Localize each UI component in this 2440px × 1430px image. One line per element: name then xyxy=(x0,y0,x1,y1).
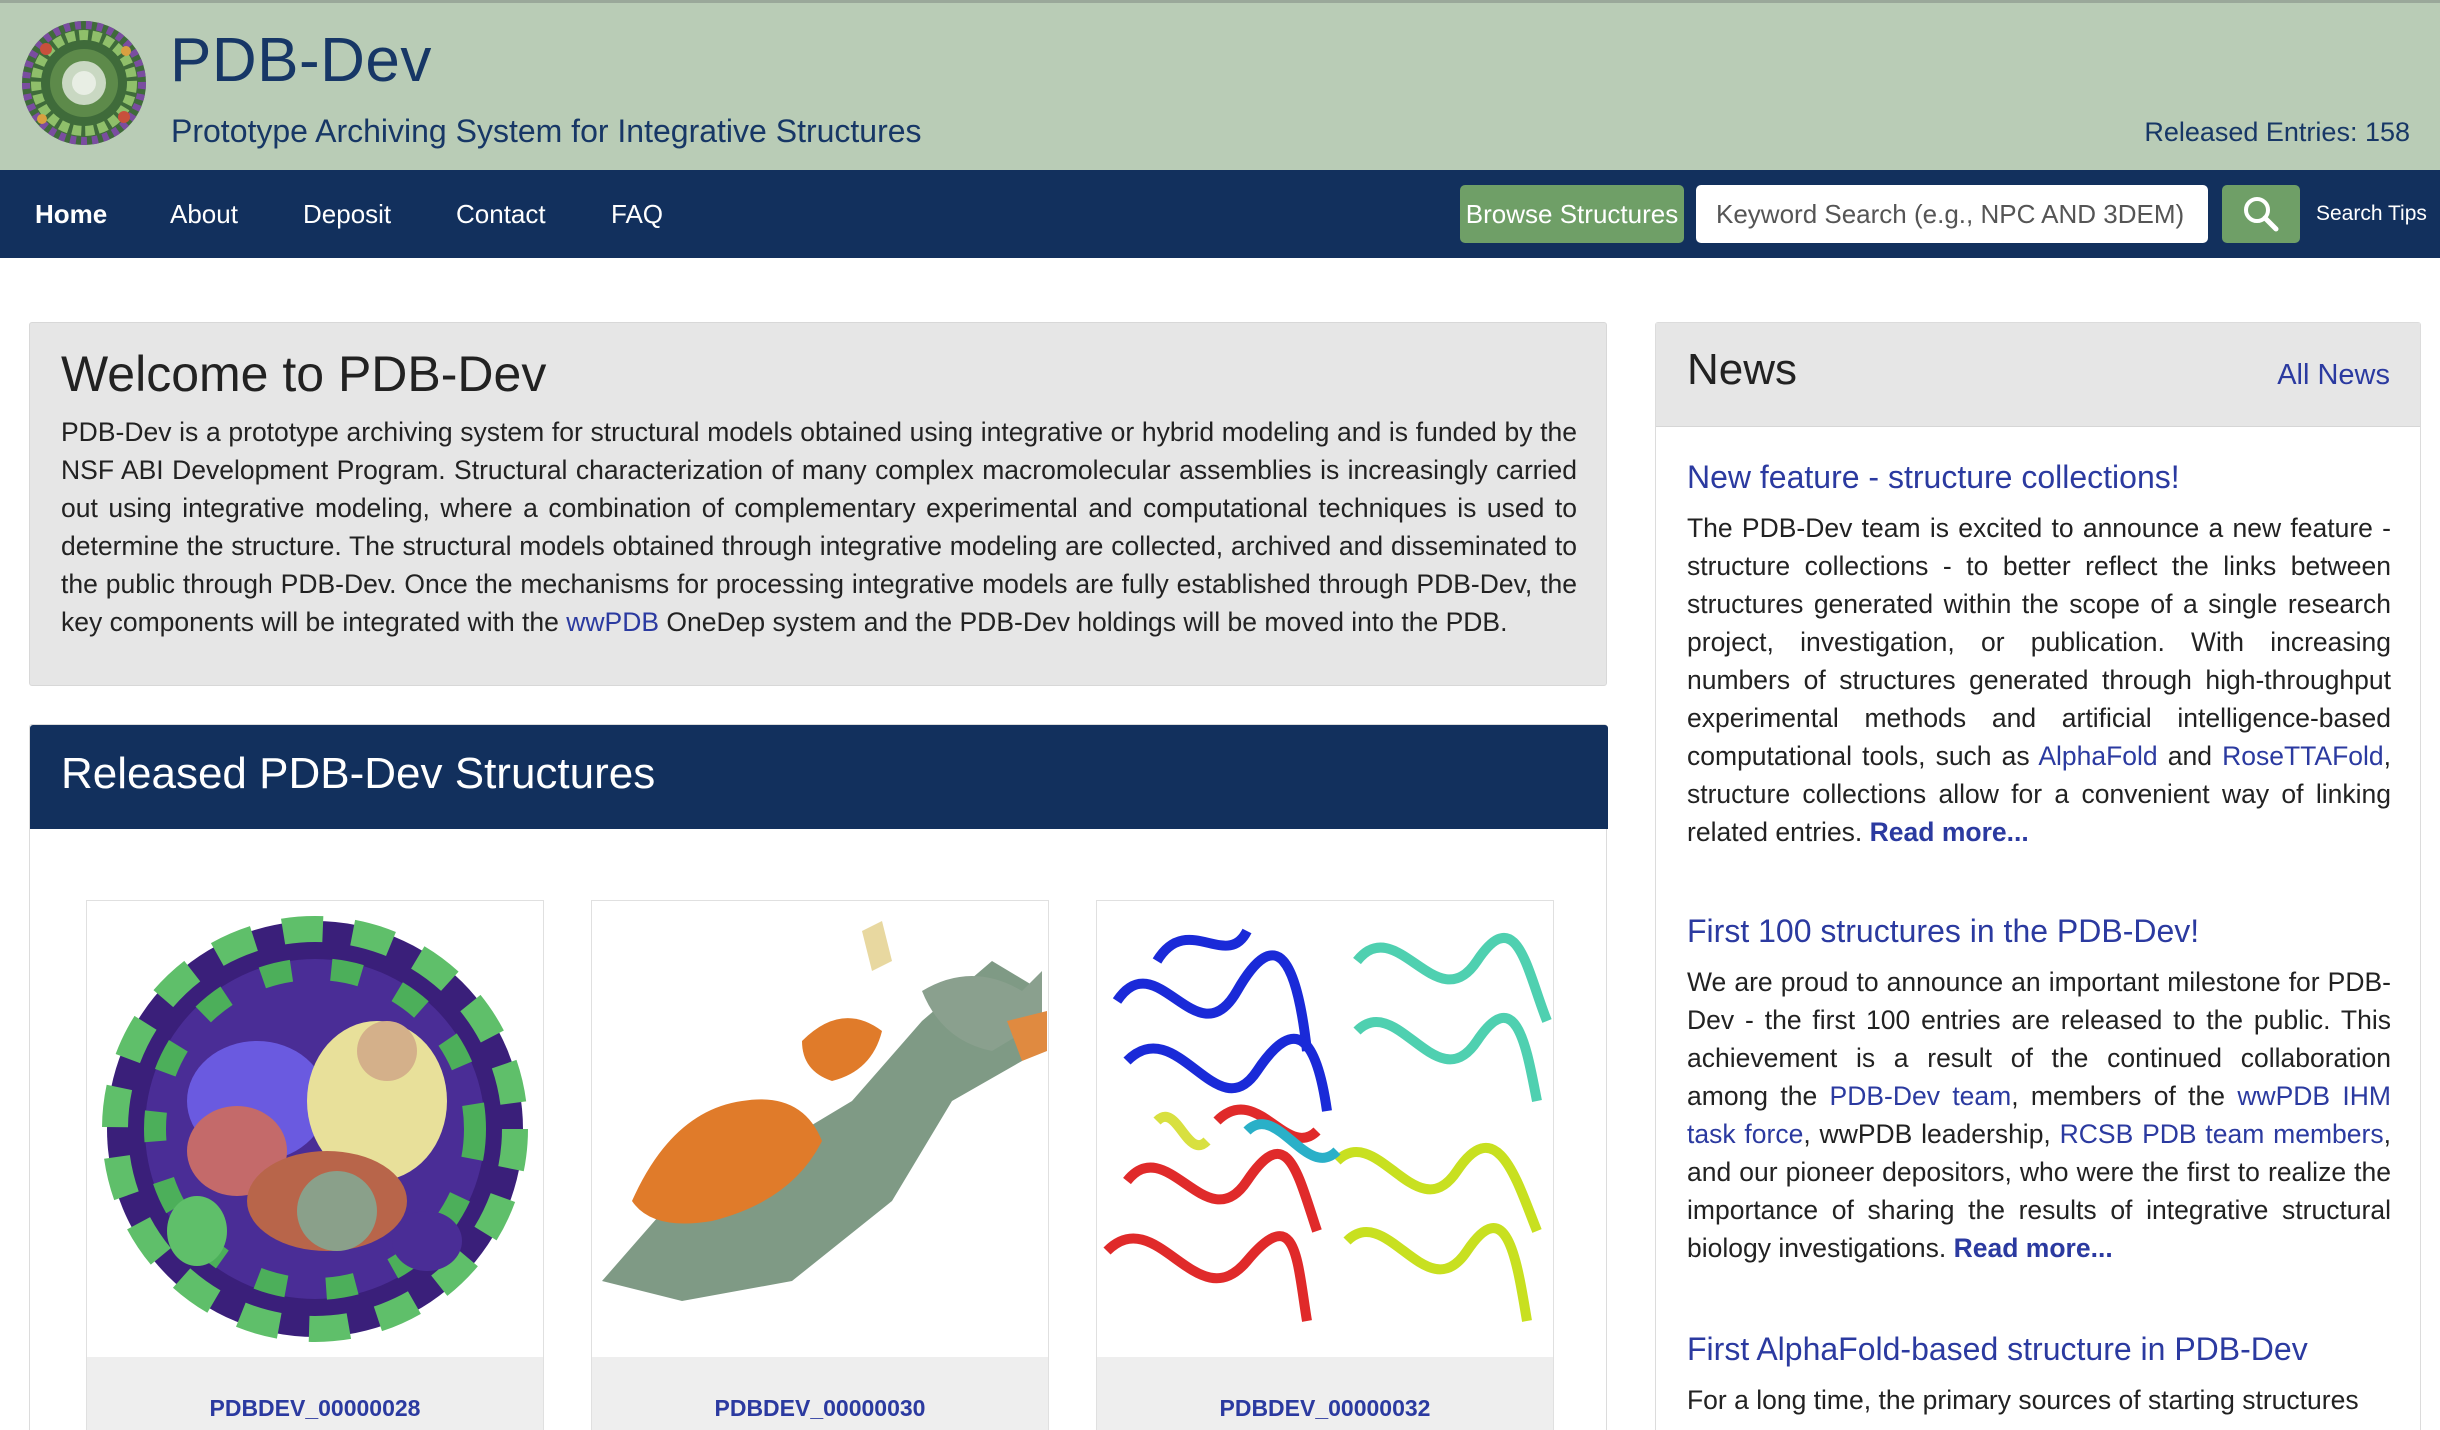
magnifier-icon xyxy=(2244,197,2279,232)
nav-faq[interactable]: FAQ xyxy=(611,199,664,229)
rcsb-pdb-team-link[interactable]: RCSB PDB team members xyxy=(2059,1119,2384,1149)
released-structures-title: Released PDB-Dev Structures xyxy=(61,749,656,798)
site-subtitle: Prototype Archiving System for Integrati… xyxy=(171,113,922,149)
wwpdb-ihm-task-force-link[interactable]: wwPDB IHM task force xyxy=(1687,1081,2392,1149)
pdb-dev-team-link[interactable]: PDB-Dev team xyxy=(1829,1081,2012,1111)
structure-id-link[interactable]: PDBDEV_00000030 xyxy=(714,1395,926,1421)
structure-image[interactable] xyxy=(87,901,543,1357)
news-panel: News All News New feature - structure co… xyxy=(1655,322,2421,1430)
structure-card-footer: PDBDEV_00000028 xyxy=(87,1357,543,1430)
structure-card[interactable]: PDBDEV_00000030 xyxy=(591,900,1049,1430)
alphafold-link[interactable]: AlphaFold xyxy=(2038,741,2158,771)
pdb-dev-logo[interactable] xyxy=(6,9,162,157)
released-structures-header: Released PDB-Dev Structures xyxy=(30,725,1608,829)
nav-contact[interactable]: Contact xyxy=(456,199,546,229)
all-news-link[interactable]: All News xyxy=(2277,359,2390,391)
read-more-link[interactable]: Read more... xyxy=(1953,1233,2113,1263)
news-header: News All News xyxy=(1656,323,2420,427)
structure-image[interactable] xyxy=(1097,901,1553,1357)
read-more-link[interactable]: Read more... xyxy=(1869,817,2029,847)
structure-id-link[interactable]: PDBDEV_00000032 xyxy=(1219,1395,1431,1421)
keyword-search-input[interactable] xyxy=(1696,185,2208,243)
structure-card[interactable]: PDBDEV_00000028 xyxy=(86,900,544,1430)
nav-about[interactable]: About xyxy=(170,199,238,229)
nav-deposit[interactable]: Deposit xyxy=(303,199,392,229)
search-tips-link[interactable]: Search Tips xyxy=(2316,202,2427,225)
released-entries-count: Released Entries: 158 xyxy=(2144,117,2410,147)
site-header: PDB-Dev Prototype Archiving System for I… xyxy=(0,0,2440,170)
welcome-text: PDB-Dev is a prototype archiving system … xyxy=(61,417,1577,637)
wwpdb-link[interactable]: wwPDB xyxy=(566,607,660,637)
news-item-body: We are proud to announce an important mi… xyxy=(1687,967,2392,1263)
welcome-panel: Welcome to PDB-Dev PDB-Dev is a prototyp… xyxy=(29,322,1607,686)
browse-structures-button[interactable]: Browse Structures xyxy=(1460,185,1684,243)
nav-home[interactable]: Home xyxy=(35,199,108,229)
released-structures-panel: Released PDB-Dev Structures PDBDEV_00000… xyxy=(29,724,1608,1430)
main-navbar: Home About Deposit Contact FAQ Browse St… xyxy=(0,170,2440,258)
news-item-title[interactable]: New feature - structure collections! xyxy=(1687,459,2180,495)
news-item-body: The PDB-Dev team is excited to announce … xyxy=(1687,513,2391,847)
news-item-body: For a long time, the primary sources of … xyxy=(1687,1385,2359,1415)
search-button[interactable] xyxy=(2222,185,2300,243)
news-item-title[interactable]: First 100 structures in the PDB-Dev! xyxy=(1687,913,2200,949)
structure-card-footer: PDBDEV_00000030 xyxy=(592,1357,1048,1430)
structure-card[interactable]: PDBDEV_00000032 xyxy=(1096,900,1554,1430)
welcome-title: Welcome to PDB-Dev xyxy=(61,346,547,402)
structure-image[interactable] xyxy=(592,901,1048,1357)
structure-id-link[interactable]: PDBDEV_00000028 xyxy=(209,1395,421,1421)
structure-card-footer: PDBDEV_00000032 xyxy=(1097,1357,1553,1430)
rosettafold-link[interactable]: RoseTTAFold xyxy=(2222,741,2384,771)
news-item-title[interactable]: First AlphaFold-based structure in PDB-D… xyxy=(1687,1331,2308,1367)
news-title: News xyxy=(1687,345,1798,394)
site-title[interactable]: PDB-Dev xyxy=(170,26,432,95)
